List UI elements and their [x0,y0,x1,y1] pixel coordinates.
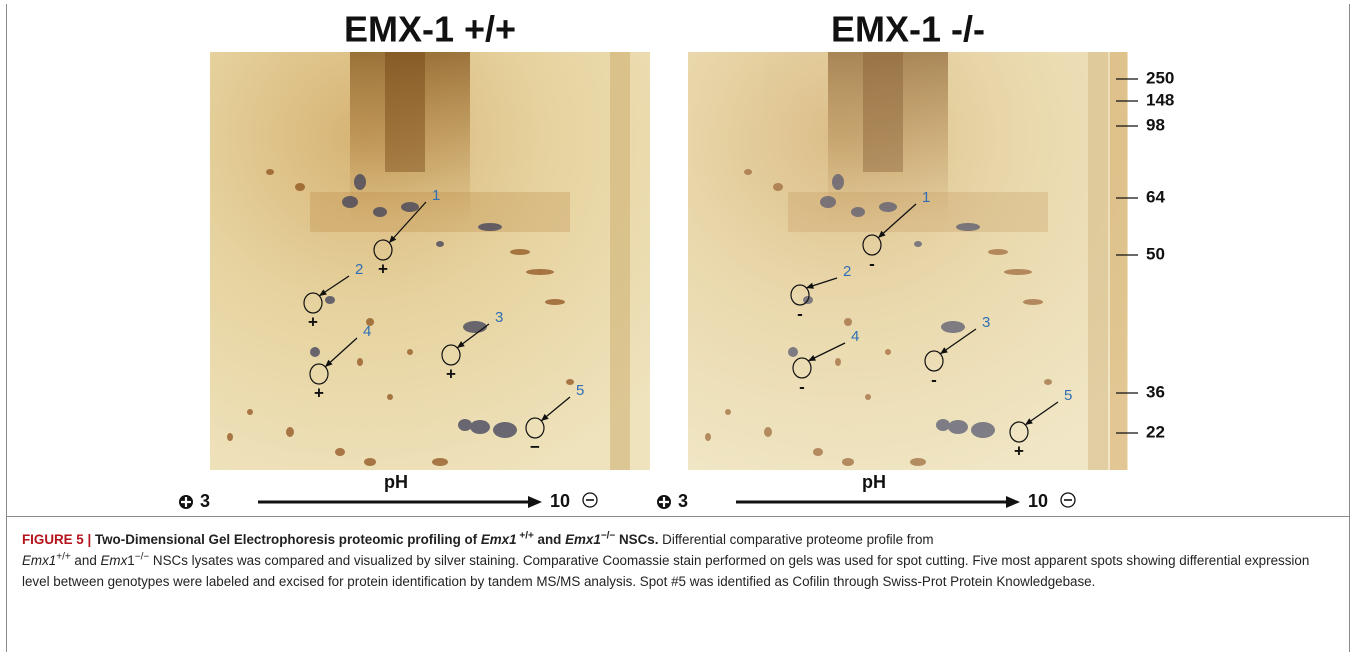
arrow-head [319,289,327,296]
arrow-line [877,203,917,239]
spot-circle [525,417,545,439]
spot-circle [373,239,393,261]
marker-label: 250 [1146,68,1174,87]
figure-caption: FIGURE 5 | Two-Dimensional Gel Electroph… [22,529,1337,592]
ph-arrow-head [1006,496,1020,508]
marker-label: 50 [1146,244,1165,263]
arrow-head [806,282,814,289]
plus-sign [181,497,191,507]
arrow-head [389,235,397,243]
caption-title: and [533,532,566,547]
divider [6,516,1350,517]
caption-title: Two-Dimensional Gel Electrophoresis prot… [94,532,481,547]
marker-lane [1110,52,1127,470]
spot-number: 4 [851,328,859,345]
spot-circle [862,234,882,256]
spot-sign: - [799,377,805,396]
caption-text: Differential comparative proteome profil… [658,532,934,547]
gel-image [210,52,650,470]
gel-image [688,52,1128,470]
ph-low: 3 [678,491,688,511]
ph-axis: 3 pH 10 [179,472,598,511]
marker-label: 64 [1146,187,1165,206]
molecular-weight-markers: 250 148 98 64 50 36 22 [1116,68,1174,441]
spot-number: 1 [922,189,930,206]
marker-label: 36 [1146,382,1165,401]
caption-text: 1 [127,553,135,568]
ph-high: 10 [1028,491,1048,511]
plus-sign [659,497,669,507]
caption-genotype: +/+ [516,530,534,542]
spot-circle [792,357,812,379]
marker-label: 98 [1146,115,1165,134]
spot-sign: + [378,259,388,278]
arrow-head [325,359,333,367]
spot-sign: - [869,254,875,273]
caption-gene: Emx1 [480,532,517,547]
caption-text: NSCs lysates was compared and visualized… [22,553,1310,589]
figure: EMX-1 +/+ EMX-1 -/- 1 +2 + 3 +4 + 5 − 1 - 2 - 3 - 4 - 5 +… [179,9,1174,511]
arrow-head [878,230,886,238]
ph-label: pH [384,472,408,492]
ph-axes: 3 pH 10 3 pH 10 [179,472,1076,511]
spot-number: 4 [363,323,371,340]
caption-label: FIGURE 5 | [22,532,95,547]
spot-sign: - [931,370,937,389]
gel-title: EMX-1 -/- [831,9,985,50]
ph-high: 10 [550,491,570,511]
marker-label: 22 [1146,422,1165,441]
spot-sign: + [308,312,318,331]
spot-sign: + [446,364,456,383]
spot-circle [441,344,461,366]
spot-sign: + [314,383,324,402]
spot-sign: − [530,437,540,456]
marker-label: 148 [1146,90,1174,109]
caption-genotype: −/− [134,551,150,563]
caption-gene: Emx1 [22,553,57,568]
spot-number: 2 [843,263,851,280]
spot-sign: - [797,304,803,323]
spot-number: 3 [495,309,503,326]
gel-title: EMX-1 +/+ [344,9,516,50]
caption-genotype: +/+ [56,551,71,563]
spot-number: 1 [432,187,440,204]
caption-title: NSCs. [615,532,659,547]
arrow-line [388,201,427,244]
minus-icon [582,492,598,508]
minus-icon [1060,492,1076,508]
ph-arrow-head [528,496,542,508]
spot-number: 5 [1064,387,1072,404]
ph-axis: 3 pH 10 [657,472,1076,511]
spot-circle [303,292,323,314]
caption-genotype: −/− [600,530,616,542]
arrow-head [940,347,948,354]
spot-number: 2 [355,261,363,278]
caption-text: and [70,553,101,568]
caption-gene: Emx [100,553,128,568]
spot-circle [1009,421,1029,443]
figure-frame [6,4,1350,652]
arrow-head [1025,418,1033,425]
arrow-head [808,354,816,361]
ph-label: pH [862,472,886,492]
spot-circle [924,350,944,372]
spot-sign: + [1014,441,1024,460]
spot-circle [309,363,329,385]
caption-gene: Emx1 [565,532,601,547]
arrow-head [457,341,465,348]
spot-number: 3 [982,314,990,331]
spot-number: 5 [576,382,584,399]
spot-circle [790,284,810,306]
ph-low: 3 [200,491,210,511]
spot-annotations: 1 +2 + 3 +4 + 5 − 1 - 2 - 3 - 4 - 5 + [303,187,1072,460]
arrow-head [541,413,549,421]
